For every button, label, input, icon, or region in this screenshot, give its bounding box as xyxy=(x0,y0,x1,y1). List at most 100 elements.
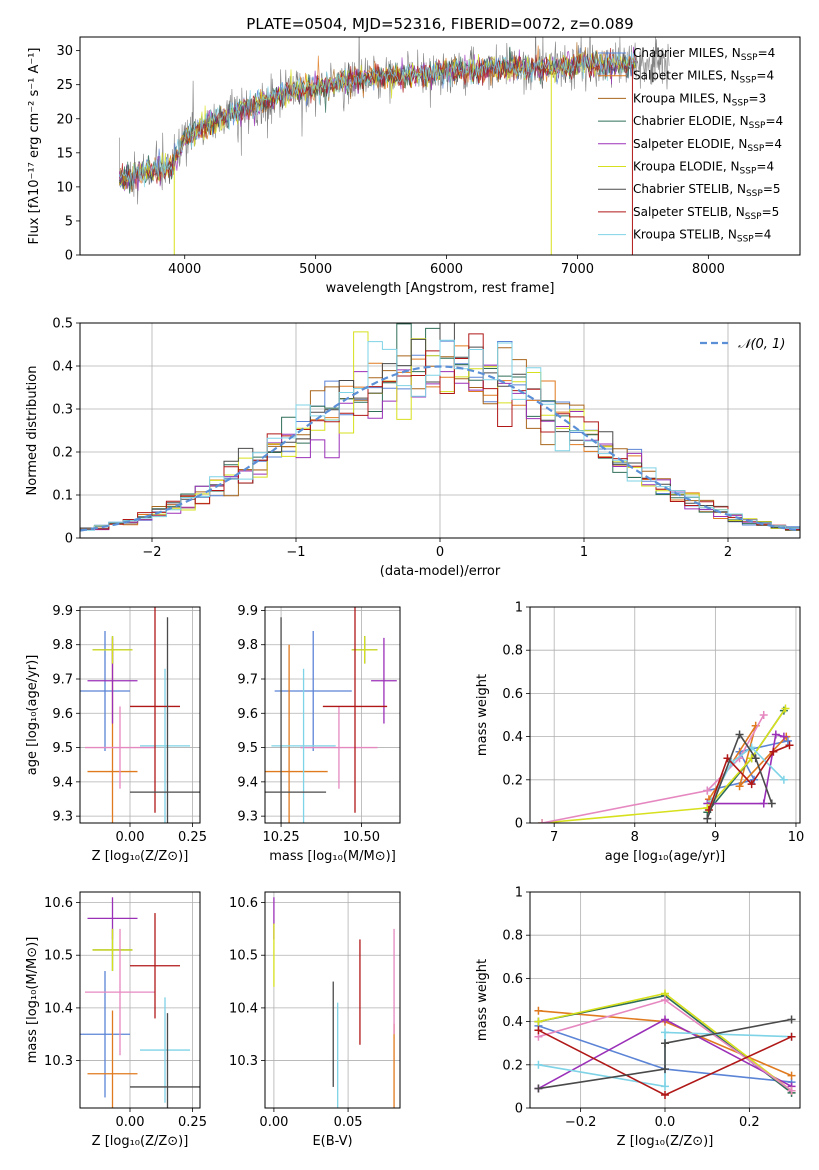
x-axis-label: wavelength [Angstrom, rest frame] xyxy=(326,281,555,296)
y-tick-label: 9.8 xyxy=(237,638,258,653)
chart-age-vs-mass: 10.25 10.50 9.3 9.4 9.5 9.6 9.7 9.8 9.9 mass [log… xyxy=(237,604,401,864)
weight-point xyxy=(735,730,744,739)
weight-line xyxy=(538,1018,792,1090)
plot-area xyxy=(273,897,395,1108)
axes-frame xyxy=(79,891,201,1109)
weight-point xyxy=(767,799,776,808)
y-tick-label: 10.3 xyxy=(229,1054,258,1069)
weight-line xyxy=(542,708,787,823)
y-tick-label: 0.6 xyxy=(502,687,523,702)
x-tick-label: 4000 xyxy=(168,262,201,277)
x-tick-label: 7 xyxy=(550,830,558,845)
weight-point xyxy=(534,1017,543,1026)
chart-mass-vs-ebv: 0.00 0.05 10.3 10.4 10.5 10.6 E(B-V) xyxy=(229,891,401,1149)
legend-label: Kroupa MILES, NSSP=3 xyxy=(633,91,766,108)
y-tick-label: 10.4 xyxy=(44,1001,73,1016)
plot-area xyxy=(118,37,670,255)
normal-curve xyxy=(80,365,798,532)
weight-point xyxy=(735,782,744,791)
weight-point xyxy=(759,799,768,808)
y-tick-label: 0.3 xyxy=(52,403,73,418)
x-axis-label: mass [log₁₀(M/M⊙)] xyxy=(269,849,396,864)
weight-line xyxy=(541,714,765,823)
legend-label: Chabrier MILES, NSSP=4 xyxy=(633,46,775,63)
y-tick-label: 1 xyxy=(515,886,523,901)
y-tick-label: 9.5 xyxy=(52,741,73,756)
weight-point xyxy=(661,1028,669,1037)
weight-point xyxy=(661,1091,669,1100)
plot-area xyxy=(80,897,200,1108)
weight-point xyxy=(538,819,547,823)
x-tick-label: 10.25 xyxy=(262,830,299,845)
x-tick-label: 0.2 xyxy=(739,1115,760,1130)
legend-label: Salpeter STELIB, NSSP=5 xyxy=(633,205,779,222)
weight-point xyxy=(534,1060,543,1069)
weight-point xyxy=(783,736,792,745)
weight-point xyxy=(771,730,780,739)
plot-area xyxy=(538,704,794,823)
y-axis-label: mass weight xyxy=(475,674,490,756)
x-tick-label: 10 xyxy=(788,830,805,845)
weight-point xyxy=(769,747,778,756)
x-axis-label: Z [log₁₀(Z/Z⊙)] xyxy=(92,1134,189,1149)
weight-point xyxy=(779,732,788,741)
y-tick-label: 0.2 xyxy=(52,446,73,461)
y-tick-label: 0 xyxy=(65,532,73,547)
weight-point xyxy=(751,754,760,763)
plot-area xyxy=(80,607,200,823)
legend-label: Salpeter MILES, NSSP=4 xyxy=(633,69,774,86)
weight-point xyxy=(661,1039,669,1048)
y-tick-label: 9.8 xyxy=(52,638,73,653)
y-tick-label: 9.4 xyxy=(237,775,258,790)
y-axis-label: mass weight xyxy=(475,959,490,1041)
y-tick-label: 30 xyxy=(56,44,73,59)
weight-line xyxy=(708,744,790,811)
x-tick-label: 0.25 xyxy=(178,1115,207,1130)
histogram-kroupa_stelib xyxy=(80,339,800,531)
chart-spectrum: 4000 5000 6000 7000 8000 0 5 10 15 20 25 30 waveleng… xyxy=(27,36,801,296)
x-tick-label: 0.00 xyxy=(116,830,145,845)
y-tick-label: 9.7 xyxy=(52,673,73,688)
y-tick-label: 15 xyxy=(56,146,73,161)
axes-frame xyxy=(79,36,801,256)
weight-line xyxy=(707,740,789,792)
weight-point xyxy=(787,1015,796,1024)
weight-point xyxy=(785,741,794,750)
x-tick-label: 0 xyxy=(436,545,444,560)
y-tick-label: 0 xyxy=(65,249,73,264)
y-tick-label: 0 xyxy=(515,1102,523,1117)
weight-point xyxy=(534,1006,543,1015)
chart-mass-vs-Z: 0.00 0.25 10.3 10.4 10.5 10.6 Z [log₁₀(Z/Z⊙)] m… xyxy=(25,891,207,1149)
legend-label: Kroupa ELODIE, NSSP=4 xyxy=(633,160,774,177)
weight-point xyxy=(747,780,756,789)
x-tick-label: 10.50 xyxy=(343,830,380,845)
weight-point xyxy=(661,1015,669,1024)
y-tick-label: 10.5 xyxy=(229,949,258,964)
weight-point xyxy=(787,1032,796,1041)
y-axis-label: age [log₁₀(age/yr)] xyxy=(25,655,40,776)
y-tick-label: 9.3 xyxy=(237,810,258,825)
x-tick-label: −1 xyxy=(286,545,305,560)
y-tick-label: 5 xyxy=(65,214,73,229)
y-tick-label: 0.1 xyxy=(52,489,73,504)
x-tick-label: 0.25 xyxy=(178,830,207,845)
x-tick-label: 0.05 xyxy=(334,1115,363,1130)
weight-point xyxy=(661,996,669,1004)
axes-frame xyxy=(264,891,401,1109)
figure-title: PLATE=0504, MJD=52316, FIBERID=0072, z=0… xyxy=(246,15,633,33)
y-tick-label: 10.4 xyxy=(229,1001,258,1016)
y-tick-label: 10.3 xyxy=(44,1054,73,1069)
axes-frame xyxy=(79,322,801,539)
y-tick-label: 9.7 xyxy=(237,673,258,688)
legend-label: Kroupa STELIB, NSSP=4 xyxy=(633,228,771,245)
y-tick-label: 10.6 xyxy=(229,896,258,911)
y-tick-label: 10.6 xyxy=(44,896,73,911)
axes-frame xyxy=(79,606,201,824)
weight-point xyxy=(703,786,712,795)
y-tick-label: 9.9 xyxy=(52,604,73,619)
weight-point xyxy=(703,814,712,823)
chart-age-vs-Z: 0.00 0.25 9.3 9.4 9.5 9.6 9.7 9.8 9.9 Z [log₁₀(Z/… xyxy=(25,604,207,864)
chart-residuals: −2 −1 0 1 2 0 0.1 0.2 0.3 0.4 0.5 (data-model)/erro… xyxy=(25,317,801,579)
weight-line xyxy=(706,732,773,819)
